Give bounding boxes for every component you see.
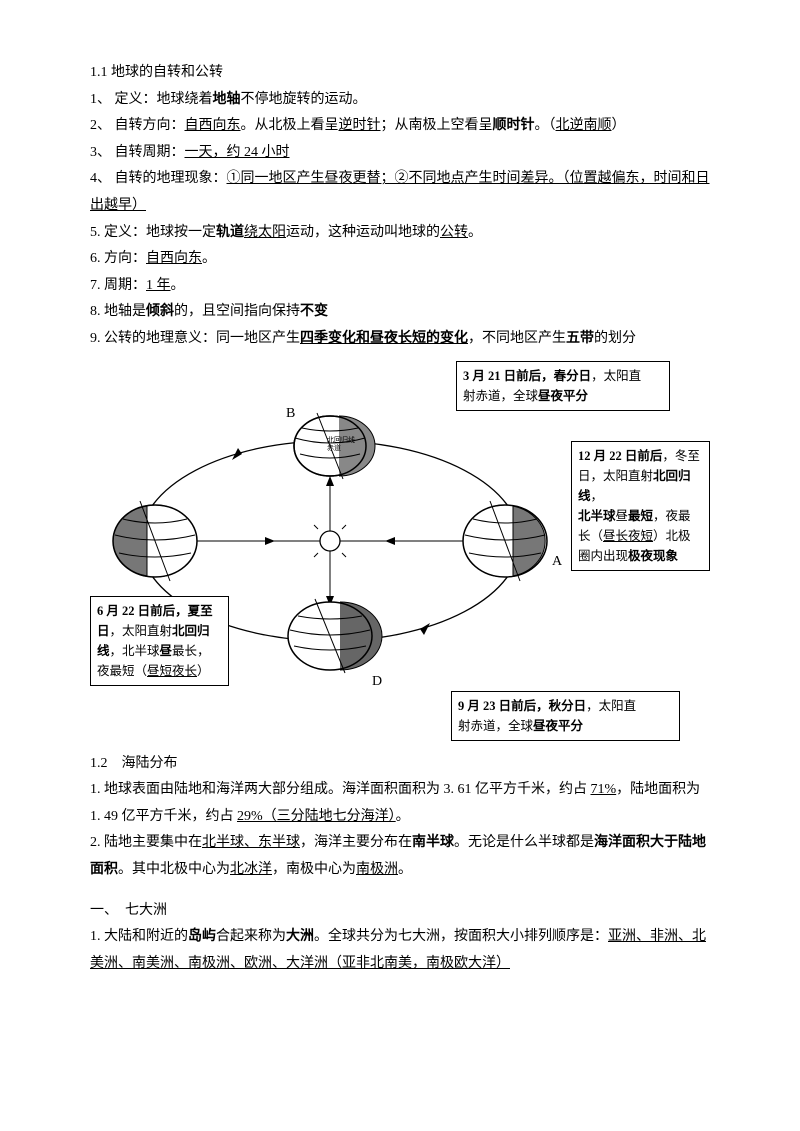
line-7: 7. 周期：1 年。	[90, 273, 710, 300]
callout-spring: 3 月 21 日前后，春分日，太阳直 射赤道，全球昼夜平分	[456, 361, 670, 411]
line-8: 8. 地轴是倾斜的，且空间指向保持不变	[90, 299, 710, 326]
section3-title: 一、 七大洲	[90, 898, 710, 925]
label-a: A	[552, 549, 562, 576]
s2-l2: 2. 陆地主要集中在北半球、东半球，海洋主要分布在南半球。无论是什么半球都是海洋…	[90, 830, 710, 883]
s2-l1: 1. 地球表面由陆地和海洋两大部分组成。海洋面积面积为 3. 61 亿平方千米，…	[90, 777, 710, 830]
svg-text:北回归线: 北回归线	[327, 435, 355, 444]
callout-autumn: 9 月 23 日前后，秋分日，太阳直 射赤道，全球昼夜平分	[451, 691, 680, 741]
label-b: B	[286, 401, 295, 428]
s3-l1: 1. 大陆和附近的岛屿合起来称为大洲。全球共分为七大洲，按面积大小排列顺序是：亚…	[90, 924, 710, 977]
section-title: 1.1 地球的自转和公转	[90, 60, 710, 87]
callout-summer: 6 月 22 日前后，夏至日，太阳直射北回归线，北半球昼最长，夜最短（昼短夜长）	[90, 596, 229, 686]
section2-title: 1.2 海陆分布	[90, 751, 710, 778]
label-d: D	[372, 669, 382, 696]
revolution-diagram: 北回归线 赤道	[90, 361, 710, 741]
line-3: 3、 自转周期：一天，约 24 小时	[90, 140, 710, 167]
line-1: 1、 定义：地球绕着地轴不停地旋转的运动。	[90, 87, 710, 114]
svg-text:赤道: 赤道	[327, 443, 341, 452]
line-6: 6. 方向：自西向东。	[90, 246, 710, 273]
line-5: 5. 定义：地球按一定轨道绕太阳运动，这种运动叫地球的公转。	[90, 220, 710, 247]
line-4: 4、 自转的地理现象：①同一地区产生昼夜更替；②不同地点产生时间差异。（位置越偏…	[90, 166, 710, 219]
line-2: 2、 自转方向：自西向东。从北极上看呈逆时针；从南极上空看呈顺时针。（北逆南顺）	[90, 113, 710, 140]
line-9: 9. 公转的地理意义：同一地区产生四季变化和昼夜长短的变化，不同地区产生五带的划…	[90, 326, 710, 353]
callout-winter: 12 月 22 日前后，冬至日，太阳直射北回归线， 北半球昼最短，夜最长（昼长夜…	[571, 441, 710, 571]
